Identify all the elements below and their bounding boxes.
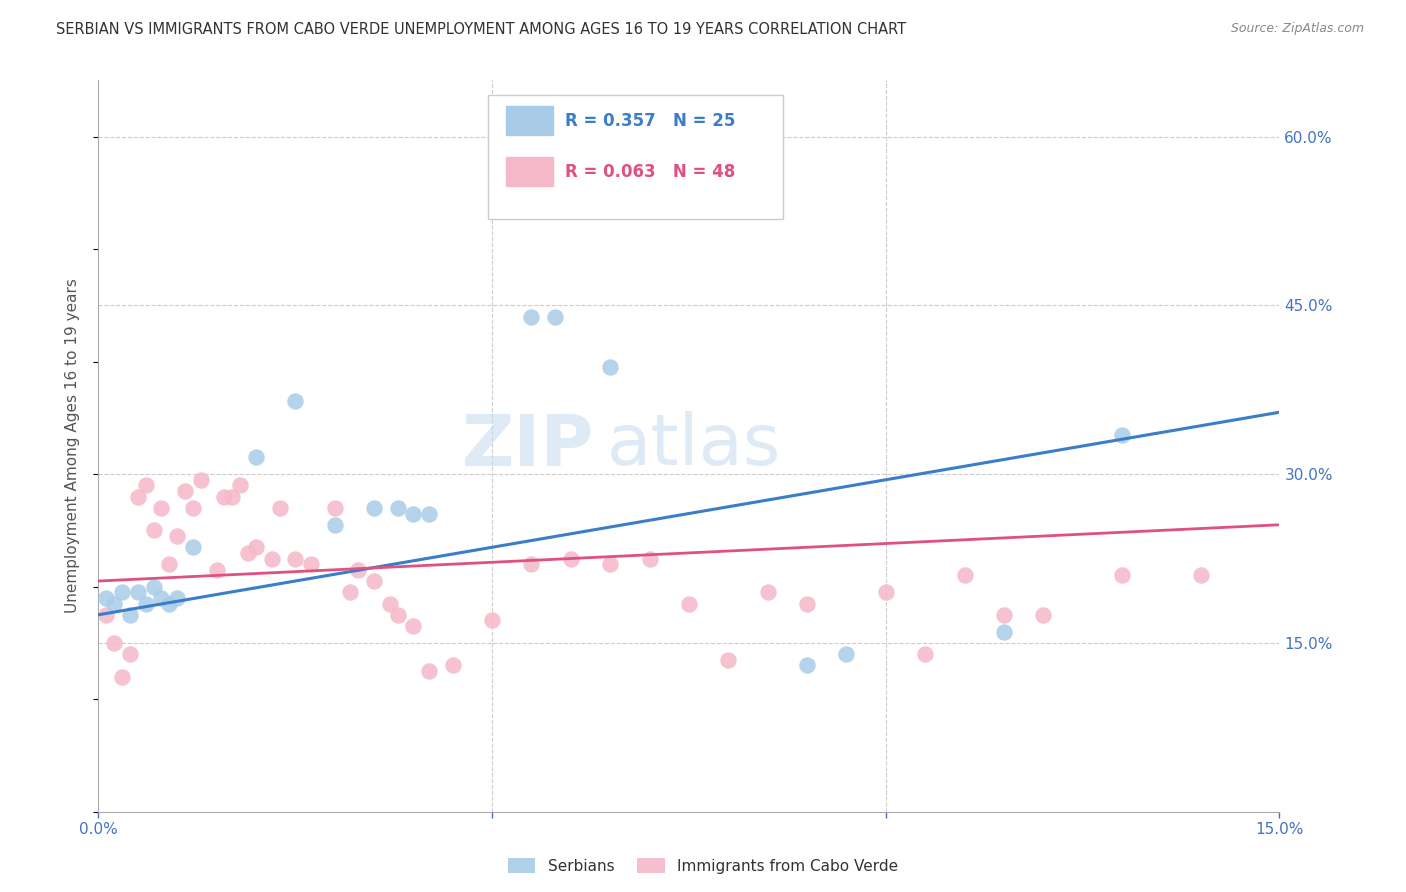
Point xyxy=(796,658,818,673)
Point xyxy=(387,607,409,622)
Point xyxy=(993,607,1015,622)
Point xyxy=(205,563,228,577)
Point xyxy=(835,647,858,661)
Point xyxy=(520,557,543,571)
Point xyxy=(520,310,543,324)
Point xyxy=(150,500,173,515)
Bar xyxy=(506,106,553,136)
Point xyxy=(103,597,125,611)
Point xyxy=(363,500,385,515)
Point xyxy=(229,478,252,492)
Point xyxy=(157,597,180,611)
Point xyxy=(402,619,425,633)
Point xyxy=(1111,427,1133,442)
Point xyxy=(157,557,180,571)
Point xyxy=(111,670,134,684)
Point xyxy=(599,557,621,571)
Point xyxy=(418,507,440,521)
Point xyxy=(363,574,385,588)
Point xyxy=(166,591,188,605)
Point xyxy=(1032,607,1054,622)
Point xyxy=(269,500,291,515)
Text: ZIP: ZIP xyxy=(463,411,595,481)
Text: Source: ZipAtlas.com: Source: ZipAtlas.com xyxy=(1230,22,1364,36)
Legend: Serbians, Immigrants from Cabo Verde: Serbians, Immigrants from Cabo Verde xyxy=(502,852,904,880)
Point xyxy=(245,450,267,465)
Point xyxy=(339,585,361,599)
Point xyxy=(174,483,197,498)
Point xyxy=(96,591,118,605)
Point xyxy=(245,541,267,555)
Point xyxy=(299,557,322,571)
Point xyxy=(284,551,307,566)
Point xyxy=(378,597,401,611)
Point xyxy=(221,490,243,504)
Point xyxy=(323,500,346,515)
Point xyxy=(953,568,976,582)
Point xyxy=(717,653,740,667)
Point xyxy=(323,517,346,532)
Text: R = 0.357   N = 25: R = 0.357 N = 25 xyxy=(565,112,735,129)
Point xyxy=(756,585,779,599)
Point xyxy=(96,607,118,622)
Point xyxy=(1189,568,1212,582)
Point xyxy=(678,597,700,611)
Point xyxy=(181,541,204,555)
Point xyxy=(260,551,283,566)
FancyBboxPatch shape xyxy=(488,95,783,219)
Point xyxy=(214,490,236,504)
Point xyxy=(127,490,149,504)
Point xyxy=(418,664,440,678)
Point xyxy=(166,529,188,543)
Point xyxy=(118,607,141,622)
Point xyxy=(481,614,503,628)
Point xyxy=(875,585,897,599)
Text: SERBIAN VS IMMIGRANTS FROM CABO VERDE UNEMPLOYMENT AMONG AGES 16 TO 19 YEARS COR: SERBIAN VS IMMIGRANTS FROM CABO VERDE UN… xyxy=(56,22,907,37)
Point xyxy=(387,500,409,515)
Text: atlas: atlas xyxy=(606,411,780,481)
Point xyxy=(135,478,157,492)
Point xyxy=(441,658,464,673)
Point xyxy=(914,647,936,661)
Point xyxy=(993,624,1015,639)
Point xyxy=(150,591,173,605)
Point xyxy=(402,507,425,521)
Point xyxy=(1111,568,1133,582)
Point xyxy=(560,551,582,566)
Point xyxy=(544,310,567,324)
Point xyxy=(103,636,125,650)
Point xyxy=(118,647,141,661)
Point xyxy=(638,551,661,566)
Point xyxy=(142,580,165,594)
Point xyxy=(599,360,621,375)
Point xyxy=(181,500,204,515)
Point xyxy=(142,524,165,538)
Point xyxy=(135,597,157,611)
Bar xyxy=(506,157,553,186)
Point xyxy=(347,563,370,577)
Point xyxy=(111,585,134,599)
Point xyxy=(236,546,259,560)
Point xyxy=(796,597,818,611)
Point xyxy=(190,473,212,487)
Y-axis label: Unemployment Among Ages 16 to 19 years: Unemployment Among Ages 16 to 19 years xyxy=(65,278,80,614)
Text: R = 0.063   N = 48: R = 0.063 N = 48 xyxy=(565,162,735,181)
Point xyxy=(284,394,307,409)
Point xyxy=(127,585,149,599)
